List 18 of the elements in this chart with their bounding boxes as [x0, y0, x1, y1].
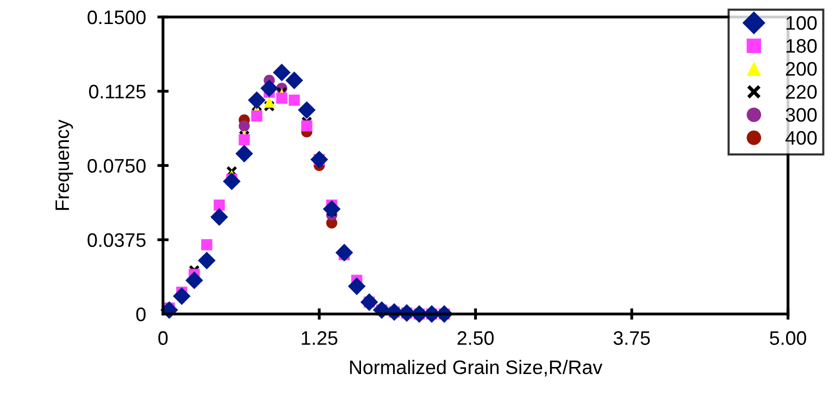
legend-label: 200	[786, 62, 817, 76]
y-tick-label: 0	[136, 307, 146, 322]
legend-label: 180	[786, 39, 817, 53]
x-axis-title: Normalized Grain Size,R/Rav	[350, 360, 602, 376]
x-tick-label: 3.75	[614, 331, 650, 345]
x-tick-label: 5.00	[770, 331, 806, 345]
y-tick-label: 0.1125	[89, 84, 146, 98]
legend-label: 400	[785, 131, 817, 145]
y-tick-label: 0.0375	[88, 233, 146, 247]
y-tick-label: 0.0750	[88, 158, 146, 173]
x-tick-label: 0	[158, 331, 168, 345]
y-axis-title: Frequency	[56, 120, 73, 210]
legend-label: 220	[786, 85, 817, 99]
legend-label: 300	[786, 108, 817, 122]
x-tick-label: 2.50	[458, 331, 494, 345]
legend-label: 100	[786, 16, 817, 30]
x-tick-label: 1.25	[302, 331, 338, 345]
y-tick-label: 0.1500	[88, 10, 146, 24]
